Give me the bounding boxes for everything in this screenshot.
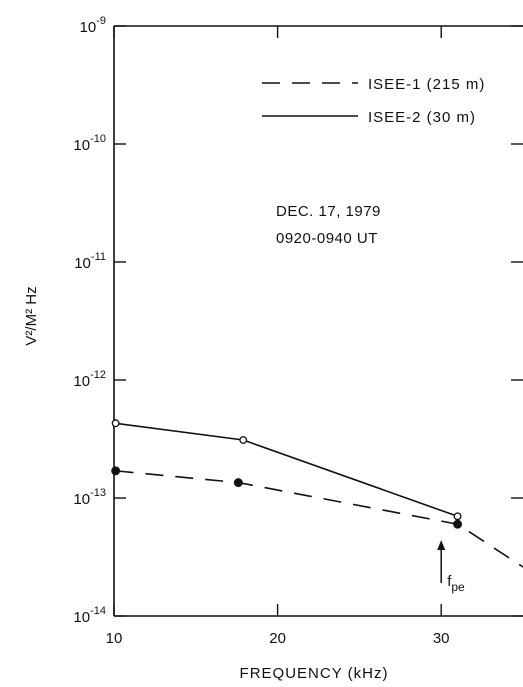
data-point-isee1 [111,466,121,476]
data-point-isee1 [233,478,243,488]
y-tick-label: 10-12 [73,369,106,390]
y-tick-label: 10-9 [80,15,106,36]
y-tick-exponent: -9 [96,15,106,27]
legend-label-isee1: ISEE-1 (215 m) [368,76,485,93]
data-point-isee2 [453,512,462,521]
x-tick-label: 10 [106,630,123,647]
annotation-date: DEC. 17, 1979 [276,203,381,220]
x-axis-ticks: 10 20 30 [106,26,450,647]
y-axis-label: V²/M² Hz [23,286,40,345]
annotation-time: 0920-0940 UT [276,230,378,247]
x-tick-label: 30 [433,630,450,647]
y-tick-exponent: -10 [90,133,106,145]
x-tick-label: 20 [269,630,286,647]
series-line-isee1 [115,470,523,568]
y-tick-base: 10 [73,137,90,154]
y-tick-exponent: -12 [90,369,106,381]
y-tick-base: 10 [73,373,90,390]
data-series [111,419,523,568]
y-tick-exponent: -14 [90,605,106,617]
axes-frame [113,25,523,617]
fpe-arrow-head [437,540,446,550]
y-tick-base: 10 [73,491,90,508]
date-annotation: DEC. 17, 1979 0920-0940 UT [276,203,381,247]
y-tick-base: 10 [74,255,91,272]
data-point-isee2 [111,419,120,428]
fpe-label: fpe [447,573,465,594]
data-point-isee1 [453,519,463,529]
y-tick-exponent: -13 [90,487,106,499]
y-tick-label: 10-14 [73,605,106,626]
fpe-label-sub: pe [451,580,465,594]
plasma-frequency-marker: fpe [437,540,465,594]
x-axis-label: FREQUENCY (kHz) [240,665,389,682]
y-tick-label: 10-10 [73,133,106,154]
data-point-isee2 [239,436,248,444]
legend-label-isee2: ISEE-2 (30 m) [368,109,476,126]
y-tick-base: 10 [73,609,90,626]
y-tick-exponent: -11 [91,251,106,263]
y-tick-base: 10 [80,19,97,36]
series-line-isee2 [115,422,458,518]
legend: ISEE-1 (215 m) ISEE-2 (30 m) [262,76,485,126]
fpe-label-main: f [447,573,452,590]
y-tick-label: 10-11 [74,251,106,272]
y-tick-label: 10-13 [73,487,106,508]
